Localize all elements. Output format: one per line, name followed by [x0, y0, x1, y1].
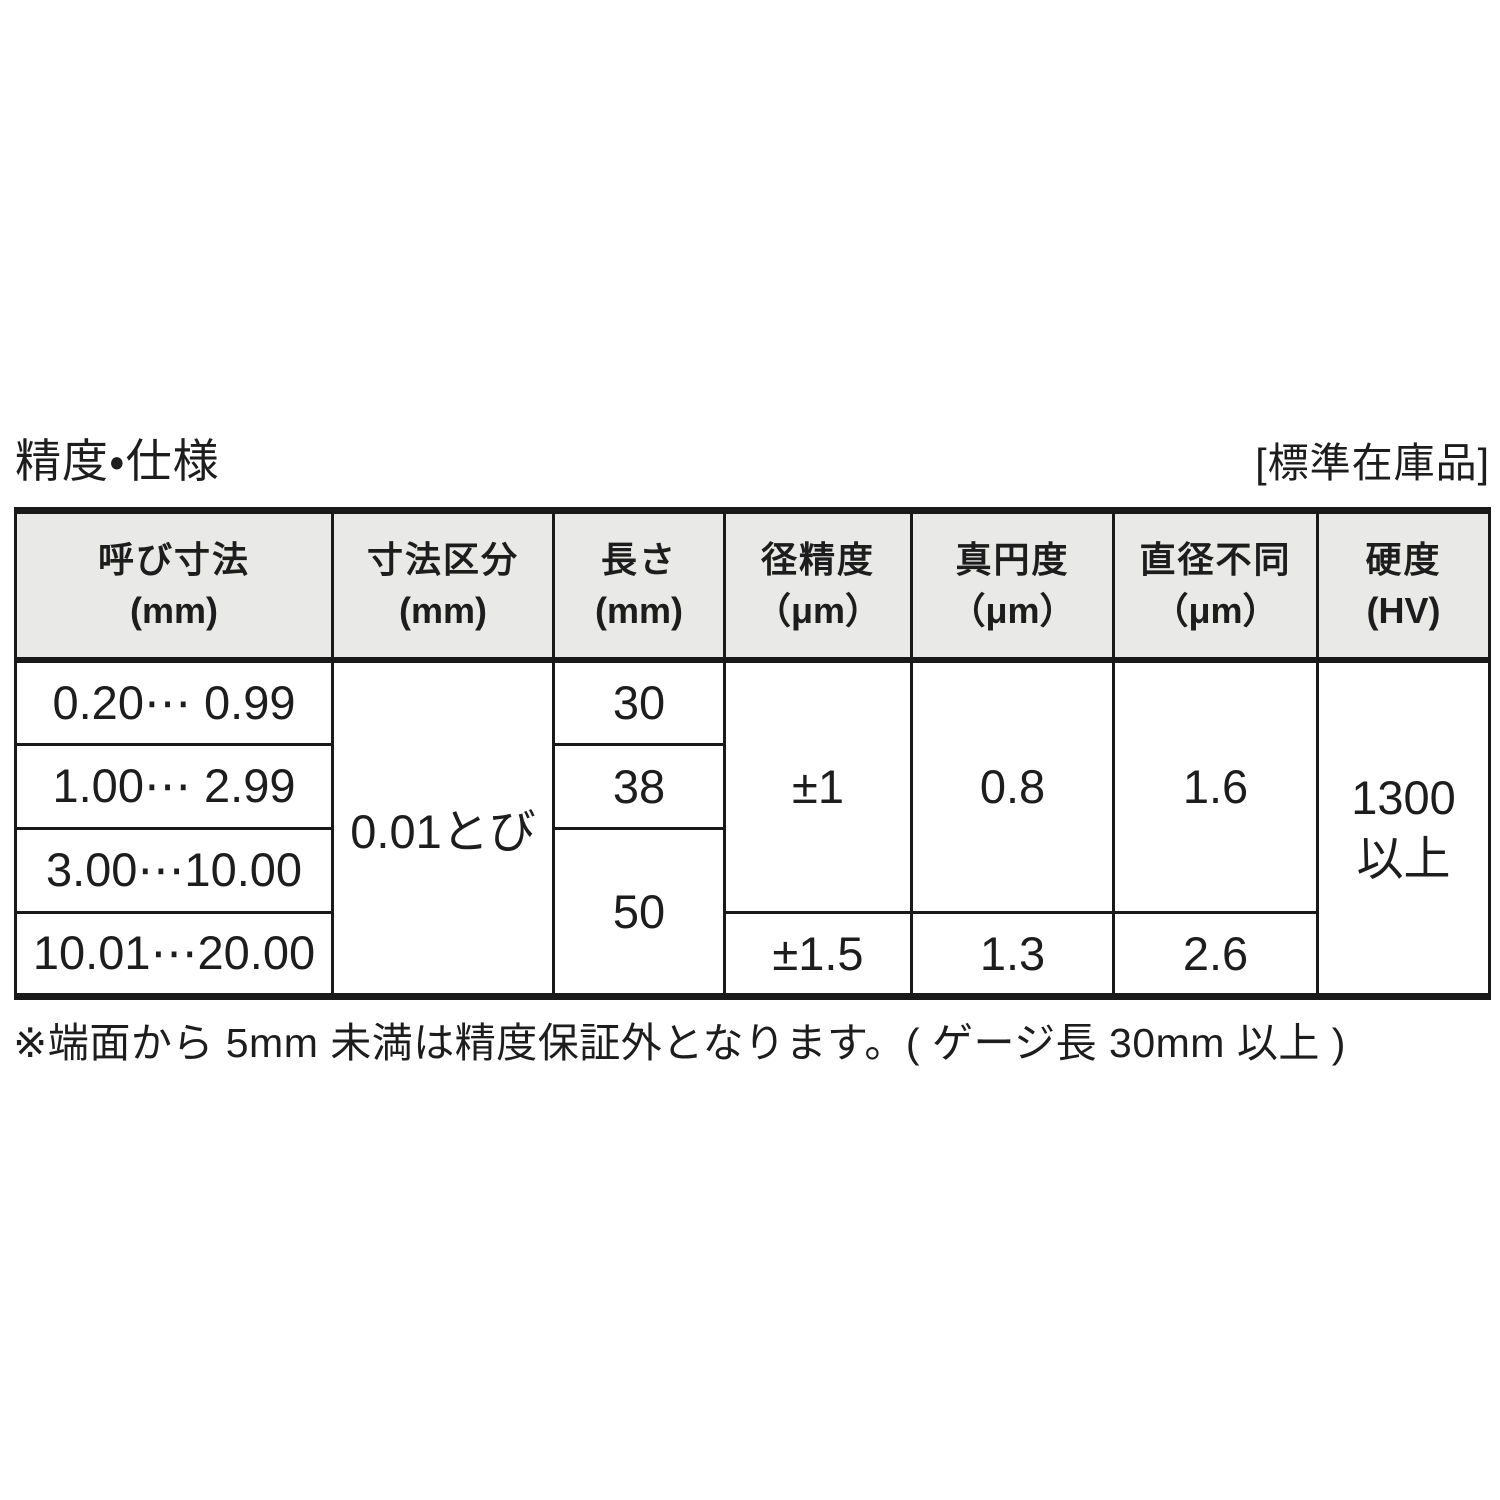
spec-table: 呼び寸法 (mm) 寸法区分 (mm) 長さ (mm) 径精度 （μm） 真円度	[14, 507, 1491, 1000]
header-diameter-accuracy-unit: （μm）	[754, 589, 882, 631]
page-title: 精度・仕様	[15, 435, 220, 487]
cell-roundness-b: 1.3	[910, 910, 1115, 998]
header-roundness-unit: （μm）	[949, 589, 1076, 631]
header-hardness: 硬度 (HV)	[1316, 509, 1491, 663]
header-nominal-size: 呼び寸法 (mm)	[14, 509, 334, 663]
spec-table-header: 呼び寸法 (mm) 寸法区分 (mm) 長さ (mm) 径精度 （μm） 真円度	[14, 509, 1491, 663]
header-diameter-variation-label: 直径不同	[1139, 539, 1292, 581]
header-nominal-size-label: 呼び寸法	[97, 539, 250, 581]
cell-dia-variation-b: 2.6	[1112, 910, 1319, 998]
header-length-label: 長さ	[600, 539, 677, 581]
table-row-4: 10.01⋯20.00 ±1.5 1.3 2.6	[14, 910, 1490, 998]
footnote: ※端面から 5mm 未満は精度保証外となります。( ゲージ長 30mm 以上 )	[13, 1020, 1346, 1066]
header-nominal-size-unit: (mm)	[130, 589, 218, 631]
spec-table-body: 0.20⋯ 0.99 0.01とび 30 ±1 0.8 1.6 1300 以上 …	[14, 658, 1491, 998]
header-size-division: 寸法区分 (mm)	[331, 509, 555, 663]
header-diameter-accuracy: 径精度 （μm）	[723, 509, 913, 663]
cell-length-50: 50	[552, 826, 726, 998]
header-roundness: 真円度 （μm）	[910, 509, 1115, 663]
table-row-3: 3.00⋯10.00 50	[14, 826, 1490, 998]
header-diameter-variation: 直径不同 （μm）	[1112, 509, 1319, 663]
header-diameter-variation-unit: （μm）	[1152, 589, 1279, 631]
header-size-division-unit: (mm)	[399, 589, 487, 631]
header-diameter-accuracy-label: 径精度	[760, 539, 875, 581]
cell-dia-variation-a: 1.6	[1112, 658, 1319, 914]
stock-label: [標準在庫品]	[1255, 440, 1490, 486]
header-hardness-label: 硬度	[1365, 539, 1442, 581]
cell-nominal-size-4: 10.01⋯20.00	[14, 910, 334, 998]
cell-size-step: 0.01とび	[331, 658, 555, 998]
header-size-division-label: 寸法区分	[366, 539, 519, 581]
cell-nominal-size-2: 1.00⋯ 2.99	[14, 742, 334, 830]
cell-nominal-size-3: 3.00⋯10.00	[14, 826, 334, 914]
header-hardness-unit: (HV)	[1366, 589, 1441, 631]
cell-dia-accuracy-a: ±1	[723, 658, 913, 914]
heading-row: 精度・仕様 [標準在庫品]	[15, 436, 1490, 487]
header-roundness-label: 真円度	[955, 539, 1070, 581]
cell-length-38: 38	[552, 742, 726, 830]
cell-roundness-a: 0.8	[910, 658, 1115, 914]
cell-hardness: 1300 以上	[1316, 658, 1491, 998]
header-row: 呼び寸法 (mm) 寸法区分 (mm) 長さ (mm) 径精度 （μm） 真円度	[14, 509, 1491, 663]
header-length-unit: (mm)	[595, 589, 683, 631]
table-row-2: 1.00⋯ 2.99 38	[14, 742, 1490, 830]
cell-nominal-size-1: 0.20⋯ 0.99	[14, 658, 334, 746]
cell-dia-accuracy-b: ±1.5	[723, 910, 913, 998]
cell-length-30: 30	[552, 658, 726, 746]
table-row-1: 0.20⋯ 0.99 0.01とび 30 ±1 0.8 1.6 1300 以上	[14, 658, 1491, 998]
header-length: 長さ (mm)	[552, 509, 726, 663]
